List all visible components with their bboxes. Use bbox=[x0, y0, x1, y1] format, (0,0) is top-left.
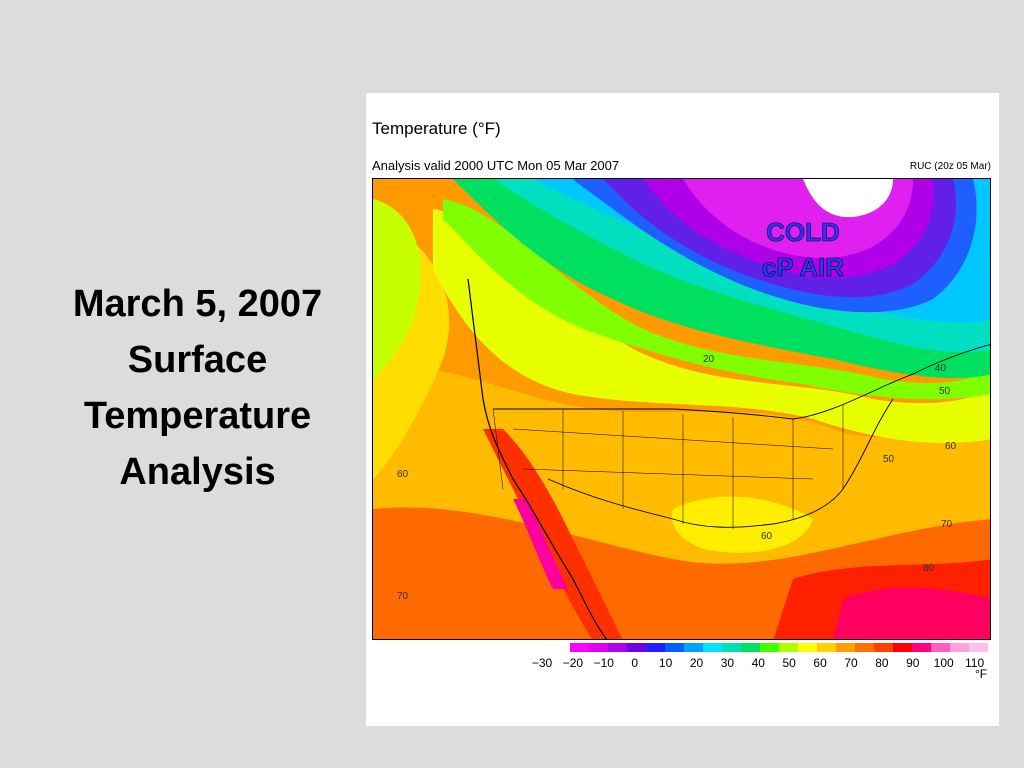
colorbar-swatch bbox=[798, 643, 818, 652]
contour-label: 80 bbox=[923, 563, 935, 574]
colorbar-tick-label: −10 bbox=[593, 656, 614, 670]
colorbar-swatch bbox=[931, 643, 951, 652]
colorbar-swatch bbox=[760, 643, 780, 652]
contour-label: 60 bbox=[945, 441, 957, 452]
colorbar-swatch bbox=[950, 643, 970, 652]
contour-label: 70 bbox=[397, 591, 409, 602]
magenta-hot-region bbox=[833, 587, 990, 639]
temperature-map-svg: 60 70 20 40 50 60 50 60 70 80 COLD cP AI… bbox=[373, 179, 990, 639]
baja-hot-region bbox=[483, 429, 623, 639]
gulf-yellow-region bbox=[671, 496, 813, 553]
colorbar-tick-label: 30 bbox=[720, 656, 735, 670]
temperature-map: 60 70 20 40 50 60 50 60 70 80 COLD cP AI… bbox=[372, 178, 991, 640]
state-borders-horizontal bbox=[512, 428, 834, 480]
colorbar-tick-label: 20 bbox=[689, 656, 704, 670]
title-line-1: March 5, 2007 bbox=[72, 283, 323, 325]
cold-annotation-line-2: cP AIR bbox=[762, 252, 845, 282]
title-line-4: Analysis bbox=[119, 451, 276, 493]
colorbar-swatch bbox=[893, 643, 913, 652]
transition-green-region bbox=[443, 199, 990, 400]
colorbar-swatch bbox=[722, 643, 742, 652]
colorbar-swatch bbox=[855, 643, 875, 652]
colorbar-swatch bbox=[703, 643, 723, 652]
colorbar-swatch bbox=[817, 643, 837, 652]
colorbar-swatch bbox=[912, 643, 932, 652]
figure-subtitle: Analysis valid 2000 UTC Mon 05 Mar 2007 bbox=[372, 158, 620, 173]
state-borders bbox=[492, 404, 844, 529]
slide-title: March 5, 2007 Surface Temperature Analys… bbox=[30, 276, 365, 500]
contour-label: 50 bbox=[883, 454, 895, 465]
west-coastline bbox=[467, 278, 608, 639]
gulf-east-coastline bbox=[547, 398, 894, 528]
contour-label: 20 bbox=[703, 354, 715, 365]
colorbar-swatch bbox=[874, 643, 894, 652]
colorbar-unit: °F bbox=[975, 667, 988, 681]
cold-annotation-line-1: COLD bbox=[766, 217, 840, 247]
colorbar-swatch bbox=[570, 643, 590, 652]
contour-label: 60 bbox=[397, 469, 409, 480]
colorbar-tick-label: 90 bbox=[906, 656, 920, 670]
colorbar-swatch bbox=[779, 643, 799, 652]
colorbar-tick-label: 100 bbox=[933, 656, 954, 670]
colorbar-swatch bbox=[646, 643, 666, 652]
title-line-2: Surface bbox=[127, 339, 268, 381]
baja-magenta-region bbox=[513, 499, 568, 589]
colorbar-swatch bbox=[608, 643, 628, 652]
missing-data-region bbox=[803, 179, 893, 218]
contour-label: 50 bbox=[939, 386, 951, 397]
contour-label: 40 bbox=[935, 363, 947, 374]
colorbar-tick-label: 40 bbox=[751, 656, 765, 670]
colorbar-tick-label: 60 bbox=[813, 656, 827, 670]
colorbar-tick-label: 10 bbox=[658, 656, 673, 670]
colorbar-tick-label: 110 bbox=[965, 656, 985, 670]
colorbar-tick-label: 0 bbox=[631, 656, 639, 670]
title-line-3: Temperature bbox=[83, 395, 312, 437]
figure-title: Temperature (°F) bbox=[372, 119, 501, 138]
transition-yellow-region bbox=[433, 209, 990, 443]
colorbar-tick-label: 50 bbox=[782, 656, 796, 670]
colorbar-tick-label: −20 bbox=[562, 656, 584, 670]
colorbar-tick-label: 70 bbox=[844, 656, 858, 670]
pacific-green-region bbox=[373, 199, 421, 379]
colorbar-ticks: −30 −20 −10 0 10 20 30 40 50 60 70 80 90 100 110 bbox=[366, 656, 999, 672]
colorbar-swatch bbox=[627, 643, 647, 652]
colorbar-swatch bbox=[665, 643, 685, 652]
colorbar-tick-label: −30 bbox=[531, 656, 553, 670]
contour-label: 60 bbox=[761, 531, 773, 542]
temperature-colorbar bbox=[570, 643, 988, 652]
colorbar-swatch bbox=[969, 643, 988, 652]
colorbar-tick-label: 80 bbox=[875, 656, 889, 670]
colorbar-swatch bbox=[589, 643, 609, 652]
model-label: RUC (20z 05 Mar) bbox=[909, 161, 991, 172]
colorbar-swatch bbox=[741, 643, 761, 652]
temperature-map-figure: Temperature (°F) Analysis valid 2000 UTC… bbox=[366, 93, 999, 726]
colorbar-swatch bbox=[836, 643, 856, 652]
contour-label: 70 bbox=[941, 519, 953, 530]
colorbar-swatch bbox=[684, 643, 704, 652]
